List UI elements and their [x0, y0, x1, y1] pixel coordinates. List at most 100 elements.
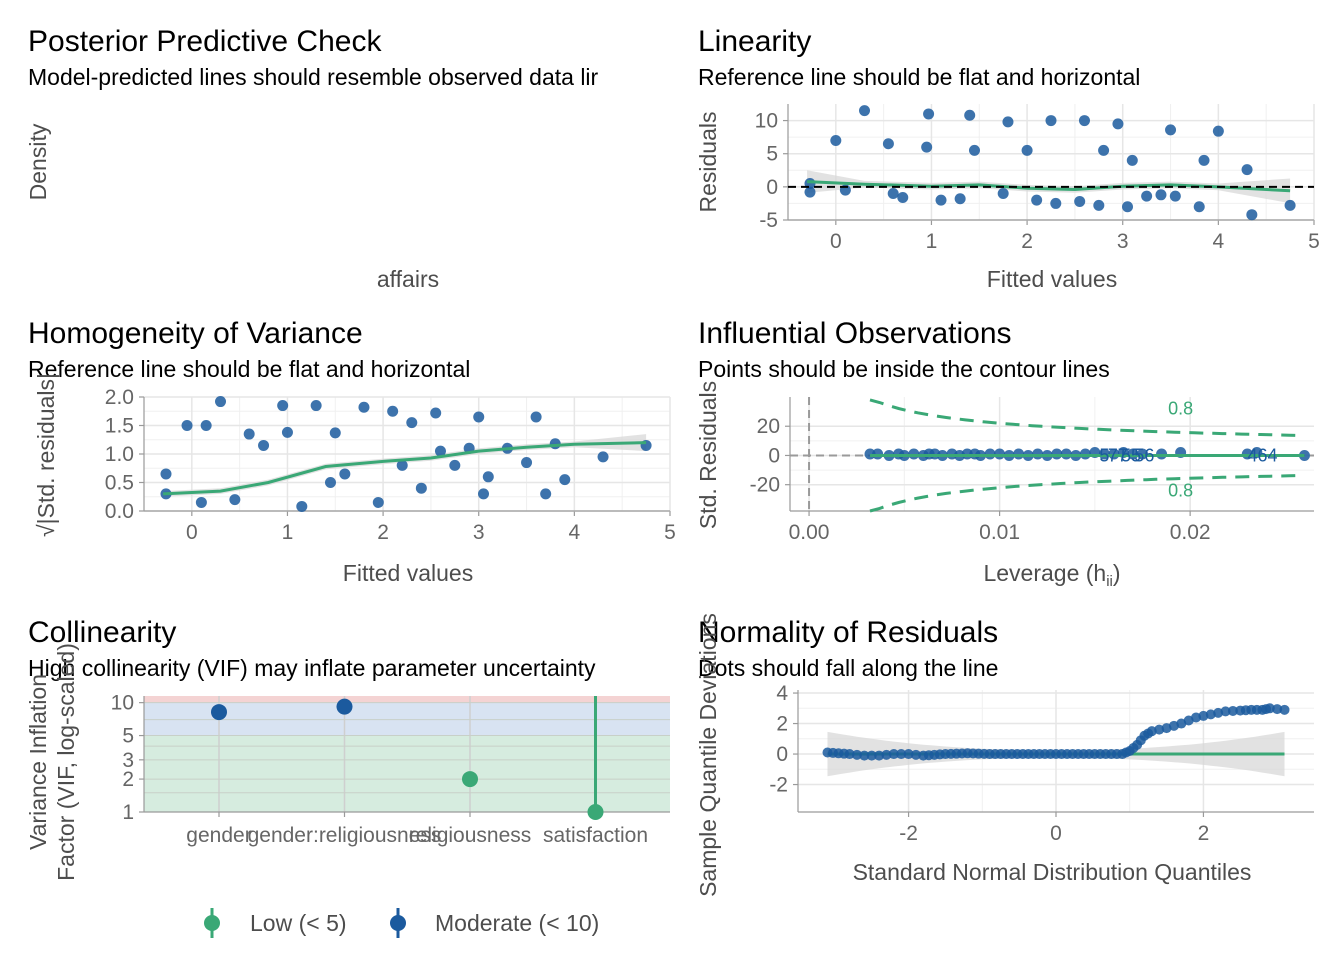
- linearity-point: [1126, 154, 1138, 166]
- linearity-point: [1198, 154, 1210, 166]
- homogeneity-point: [310, 400, 322, 412]
- homogeneity-point: [200, 420, 212, 431]
- x-tick-label: 0: [186, 521, 198, 544]
- homogeneity-point: [324, 477, 336, 488]
- linearity-y-label: Residuals: [695, 112, 721, 213]
- linearity-point: [1122, 201, 1134, 213]
- influential-subtitle: Points should be inside the contour line…: [698, 356, 1110, 382]
- influential-contour-lower: [869, 474, 1299, 513]
- ppc-subtitle: Model-predicted lines should resemble ob…: [28, 64, 599, 90]
- collinearity-point: [211, 704, 227, 721]
- legend-low-label: Low (< 5): [250, 910, 347, 936]
- homogeneity-point: [415, 482, 427, 494]
- panel-homogeneity: 0 1 2 3 4 5 0.0 0.5 1.0 1.5 2.0 Homogeneity of Var…: [28, 317, 676, 586]
- legend-moderate-marker: [390, 915, 406, 931]
- normality-subtitle: Dots should fall along the line: [698, 655, 998, 681]
- homogeneity-point: [181, 420, 193, 431]
- y-tick-label: 1.0: [105, 443, 134, 466]
- panel-collinearity: 1 235 10 gendergender:religiousnessreligiou…: [25, 616, 670, 938]
- influential-x-label-main: Leverage (h: [983, 560, 1106, 586]
- y-tick-label: 5: [122, 725, 134, 748]
- linearity-point: [1169, 190, 1181, 202]
- homogeneity-y-label: √|Std. residuals|: [33, 373, 59, 537]
- homogeneity-point: [329, 427, 341, 439]
- linearity-point: [804, 186, 816, 198]
- y-tick-label: 0: [776, 743, 788, 766]
- y-tick-label: 1.5: [105, 415, 134, 438]
- influential-point-label: 5: [1099, 445, 1109, 465]
- normality-point: [1264, 703, 1275, 714]
- x-tick-label: 3: [473, 521, 485, 544]
- y-tick-label: -20: [750, 474, 780, 497]
- influential-y-label: Std. Residuals: [695, 381, 721, 529]
- normality-point: [903, 749, 914, 760]
- ppc-title: Posterior Predictive Check: [28, 25, 382, 58]
- normality-point: [866, 750, 877, 761]
- linearity-point: [882, 138, 894, 150]
- linearity-point: [1031, 194, 1043, 206]
- linearity-point: [1074, 195, 1086, 207]
- collinearity-plot-area: 1 235 10 gendergender:religiousnessreligiou…: [111, 692, 670, 847]
- linearity-point: [968, 144, 980, 156]
- x-tick-label: 4: [1213, 230, 1225, 253]
- normality-point: [910, 749, 921, 760]
- linearity-point: [830, 134, 842, 146]
- influential-contour-label-upper: 0.8: [1168, 399, 1193, 419]
- x-tick-label: 5: [1308, 230, 1320, 253]
- linearity-point: [921, 141, 933, 153]
- homogeneity-point: [430, 407, 442, 419]
- collinearity-high-band: [144, 696, 670, 703]
- y-tick-label: 0: [768, 444, 780, 467]
- y-tick-label: 2.0: [105, 386, 134, 409]
- collinearity-point: [462, 771, 478, 788]
- y-tick-label: -5: [759, 209, 778, 232]
- influential-x-label-sub: ii: [1106, 573, 1113, 590]
- homogeneity-point: [530, 411, 542, 423]
- panel-linearity: Linearity Reference line should be flat …: [695, 25, 1320, 292]
- x-tick-label: 5: [664, 521, 676, 544]
- normality-plot-area: -2 0 2 -2 0 2 4: [769, 682, 1314, 845]
- homogeneity-title: Homogeneity of Variance: [28, 317, 363, 350]
- influential-contour-upper: [869, 398, 1299, 437]
- normality-x-label: Standard Normal Distribution Quantiles: [853, 859, 1252, 885]
- normality-point: [859, 750, 870, 761]
- linearity-point: [1098, 144, 1110, 156]
- homogeneity-point: [482, 471, 494, 483]
- influential-point-label: 77: [1108, 445, 1128, 465]
- linearity-point: [1241, 164, 1253, 176]
- homogeneity-point: [559, 474, 571, 486]
- homogeneity-point: [215, 396, 227, 408]
- homogeneity-point: [406, 417, 418, 429]
- normality-y-label: Sample Quantile Deviations: [695, 613, 721, 897]
- y-tick-label: 2: [776, 713, 788, 736]
- homogeneity-point: [281, 426, 293, 438]
- x-tick-label: 0: [830, 230, 842, 253]
- y-tick-label: 10: [755, 110, 778, 133]
- influential-contour-label-lower: 0.8: [1168, 480, 1193, 500]
- linearity-point: [1021, 144, 1033, 156]
- normality-title: Normality of Residuals: [698, 616, 998, 649]
- influential-x-label: Leverage (hii): [983, 560, 1120, 590]
- influential-point-label: 56: [1134, 445, 1154, 465]
- normality-point: [1279, 704, 1290, 715]
- linearity-point: [859, 105, 871, 117]
- y-tick-label: 4: [776, 682, 788, 705]
- x-tick-label: gender:religiousness: [248, 824, 442, 847]
- y-tick-label: 0: [766, 176, 778, 199]
- collinearity-y-label-2: Factor (VIF, log-scaled): [53, 643, 79, 881]
- linearity-point: [1093, 199, 1105, 211]
- normality-point: [1220, 706, 1231, 717]
- influential-title: Influential Observations: [698, 317, 1012, 350]
- normality-point: [1227, 705, 1238, 716]
- homogeneity-point: [277, 400, 289, 412]
- homogeneity-point: [160, 468, 172, 480]
- y-tick-label: 10: [111, 692, 134, 715]
- collinearity-low-band: [144, 735, 670, 812]
- x-tick-label: religiousness: [409, 824, 532, 847]
- x-tick-label: satisfaction: [543, 824, 648, 847]
- linearity-point: [964, 109, 976, 121]
- homogeneity-point: [521, 457, 533, 469]
- x-tick-label: 2: [1198, 822, 1210, 845]
